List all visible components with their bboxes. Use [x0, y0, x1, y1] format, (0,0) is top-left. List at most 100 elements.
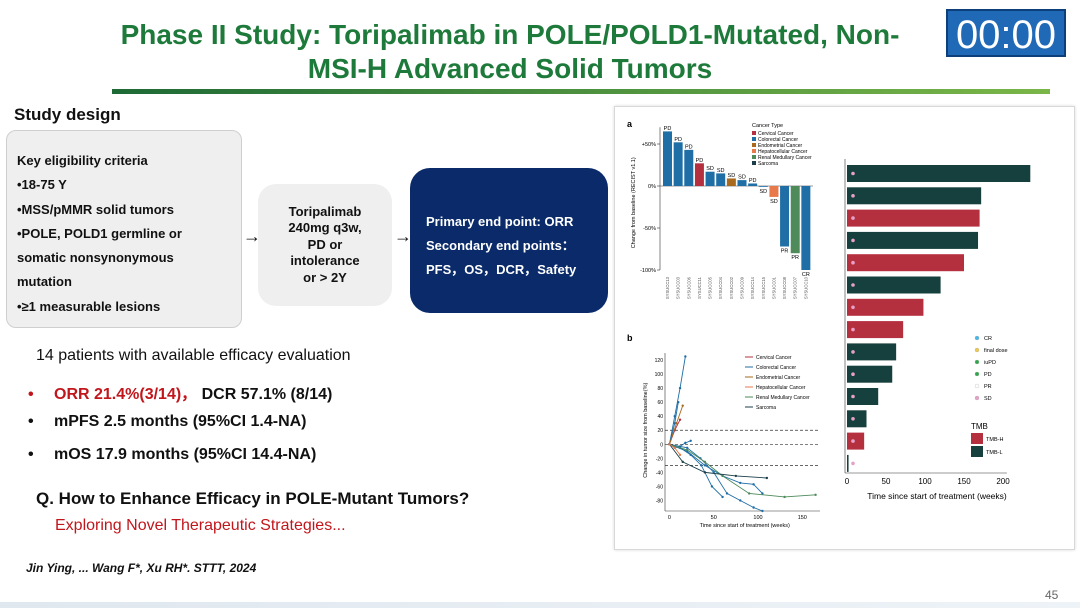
tmb-legend-title: TMB — [971, 422, 988, 431]
sd-marker — [851, 238, 855, 243]
y-tick-label: -100% — [640, 268, 656, 274]
y-tick-label: -80 — [656, 498, 663, 504]
x-tick-label: SYSUCC04 — [718, 276, 723, 299]
tmb-h-swatch — [971, 433, 983, 444]
swimmer-bar — [847, 343, 897, 361]
series-point — [761, 492, 764, 495]
legend-entry: Sarcoma — [756, 405, 776, 411]
sd-marker — [851, 171, 855, 176]
x-tick-label: 200 — [996, 477, 1010, 486]
series-point — [721, 495, 724, 499]
series-point — [675, 422, 678, 425]
swimmer-bar — [847, 254, 964, 272]
sd-marker — [851, 417, 855, 421]
swimmer-bar — [847, 454, 849, 472]
event-legend-entry: iuPD — [984, 360, 996, 366]
bar-label: PD — [674, 137, 682, 143]
x-tick-label: SYSUCC05 — [708, 276, 713, 299]
bar-label: CR — [802, 272, 810, 278]
waterfall-bar — [663, 131, 672, 186]
x-tick-label: 0 — [668, 515, 671, 521]
sd-marker — [851, 260, 855, 265]
waterfall-bar — [673, 142, 683, 186]
legend-entry: Hepatocellular Cancer — [756, 385, 806, 391]
countdown-timer[interactable]: 00:00 — [946, 9, 1066, 57]
series-point — [761, 509, 764, 513]
eligibility-criteria-box: Key eligibility criteria •18-75 Y •MSS/p… — [6, 130, 242, 328]
orr-value: ORR 21.4%(3/14)， — [54, 386, 198, 403]
swimmer-bar — [847, 410, 867, 428]
y-tick-label: 120 — [655, 358, 664, 364]
panel-label: b — [627, 333, 633, 343]
y-tick-label: 0% — [648, 184, 656, 190]
bullet: • — [28, 413, 34, 430]
x-tick-label: SYSUCC03 — [676, 276, 681, 299]
bullet: • — [28, 386, 34, 403]
x-tick-label: SYSUCC11 — [697, 276, 702, 298]
y-tick-label: +50% — [642, 142, 656, 148]
endpoint-line: Primary end point: ORR — [426, 214, 574, 229]
event-legend-marker — [974, 383, 980, 389]
series-point — [703, 471, 707, 474]
x-tick-label: SYSUCC02 — [729, 276, 734, 299]
x-tick-label: 50 — [711, 515, 717, 521]
sd-marker — [851, 372, 855, 377]
series-point — [739, 499, 742, 502]
waterfall-bar — [726, 178, 736, 186]
bar-label: SD — [770, 199, 778, 205]
citation: Jin Ying, ... Wang F*, Xu RH*. STTT, 202… — [26, 561, 257, 575]
bar-label: SD — [738, 175, 746, 181]
bar-label: SD — [717, 168, 725, 174]
swimmer-bar — [847, 298, 924, 316]
swimmer-bar — [847, 276, 941, 294]
x-axis-label: Time since start of treatment (weeks) — [867, 491, 1007, 501]
sd-marker — [851, 350, 855, 354]
legend-swatch — [752, 131, 756, 135]
pfs-value: mPFS 2.5 months (95%CI 1.4-NA) — [54, 413, 307, 430]
series-point — [678, 386, 682, 390]
criteria-line: •≥1 measurable lesions — [17, 298, 161, 314]
waterfall-bar — [758, 186, 768, 187]
waterfall-bar — [769, 186, 779, 197]
series-point — [700, 464, 703, 467]
series-point — [681, 460, 684, 464]
bar-label: PR — [791, 255, 799, 261]
legend-entry: Endometrial Cancer — [758, 143, 803, 149]
bar-label: PD — [696, 158, 704, 164]
series-point — [678, 453, 682, 457]
endpoint-line: Secondary end points： — [426, 238, 575, 253]
results-figure: a +50% 0% -50% -100% Change from baseline (RE… — [614, 106, 1075, 550]
event-legend-entry: PD — [984, 372, 992, 378]
os-line: • mOS 17.9 months (95%CI 14.4-NA) — [28, 446, 316, 464]
series-point — [765, 476, 769, 480]
sd-marker — [851, 305, 855, 310]
panel-label: a — [627, 119, 633, 129]
bar-label: PD — [749, 178, 757, 184]
event-legend-entry: SD — [984, 396, 992, 402]
series-point — [710, 485, 714, 488]
legend-swatch — [752, 161, 756, 165]
criteria-line: Key eligibility criteria — [17, 153, 148, 168]
series-point — [703, 464, 707, 467]
x-tick-label: 50 — [882, 477, 891, 486]
x-tick-label: 100 — [753, 515, 762, 521]
series-line — [668, 356, 686, 445]
dcr-value: DCR 57.1% (8/14) — [201, 386, 333, 403]
treatment-line: intolerance — [290, 253, 360, 269]
series-point — [752, 483, 755, 486]
swimmer-bar — [847, 209, 980, 227]
swimmer-bar — [847, 165, 1031, 182]
series-point — [668, 443, 671, 446]
y-tick-label: 0 — [660, 442, 663, 448]
y-tick-label: -40 — [656, 470, 663, 476]
swimmer-bar — [847, 365, 893, 383]
waterfall-bar — [748, 183, 758, 186]
legend-swatch — [752, 155, 756, 159]
y-tick-label: 60 — [657, 400, 663, 406]
page-number: 45 — [1045, 588, 1059, 602]
x-tick-label: 150 — [798, 515, 807, 521]
series-line — [669, 443, 723, 498]
legend-entry: Colorectal Cancer — [756, 365, 796, 371]
y-axis-label: Change from baseline (RECIST v1.1) — [631, 157, 637, 248]
series-point — [739, 481, 742, 485]
